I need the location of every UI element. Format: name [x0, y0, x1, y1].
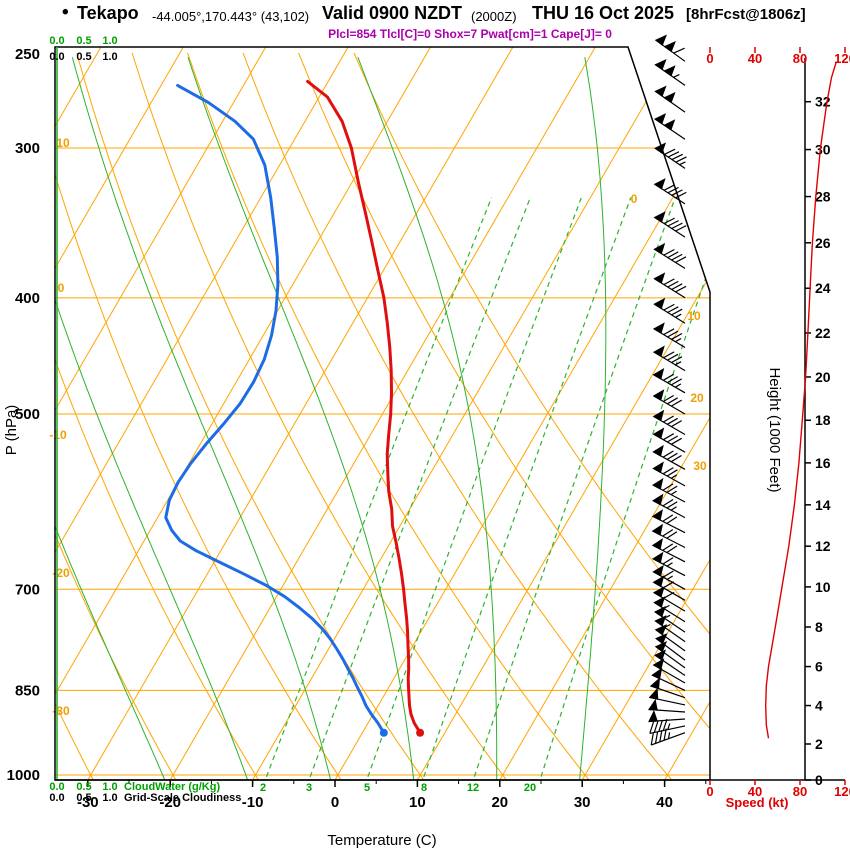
svg-text:0.0: 0.0: [49, 792, 64, 804]
svg-text:26: 26: [815, 235, 831, 251]
svg-text:24: 24: [815, 280, 831, 296]
svg-text:20: 20: [690, 391, 704, 405]
svg-text:-10: -10: [242, 794, 264, 811]
svg-text:80: 80: [793, 51, 807, 66]
svg-text:18: 18: [815, 412, 831, 428]
svg-text:120: 120: [834, 784, 850, 799]
svg-text:Height (1000 Feet): Height (1000 Feet): [766, 367, 783, 492]
svg-text:0: 0: [58, 281, 65, 295]
svg-text:10: 10: [409, 794, 426, 811]
svg-text:2: 2: [815, 736, 823, 752]
speed-axis: 0040408080120120Speed (kt): [706, 47, 850, 810]
svg-text:16: 16: [815, 455, 831, 471]
dewpoint-curve: [164, 83, 386, 735]
temperature-curve: [306, 79, 422, 735]
svg-text:400: 400: [15, 290, 40, 307]
svg-text:20: 20: [524, 782, 536, 794]
valid-date: THU 16 Oct 2025: [532, 3, 675, 23]
svg-text:P (hPa): P (hPa): [3, 405, 20, 456]
surface-dewpoint-dot: [379, 728, 388, 737]
svg-text:0: 0: [631, 192, 638, 206]
valid-time: Valid 0900 NZDT: [322, 3, 463, 23]
svg-text:40: 40: [748, 784, 762, 799]
station-coords: -44.005°,170.443° (43,102): [152, 9, 310, 24]
svg-text:10: 10: [56, 136, 70, 150]
svg-text:5: 5: [364, 782, 370, 794]
svg-text:1.0: 1.0: [102, 781, 117, 793]
svg-text:120: 120: [834, 51, 850, 66]
svg-text:0.5: 0.5: [76, 35, 91, 47]
station-bullet: •: [62, 2, 69, 23]
wind-barbs: [648, 34, 687, 746]
surface-temperature-dot: [416, 728, 425, 737]
svg-text:0: 0: [706, 784, 713, 799]
svg-text:12: 12: [467, 782, 479, 794]
plot-border: [54, 46, 711, 781]
svg-text:0.0: 0.0: [49, 35, 64, 47]
svg-text:20: 20: [815, 369, 831, 385]
pressure-axis: 250 300 400 500 700 850 1000 P (hPa): [3, 46, 40, 784]
svg-text:0.0: 0.0: [49, 51, 64, 63]
svg-text:12: 12: [815, 538, 831, 554]
svg-text:1.0: 1.0: [102, 35, 117, 47]
svg-text:22: 22: [815, 325, 831, 341]
svg-text:14: 14: [815, 497, 831, 513]
svg-text:0.0: 0.0: [49, 781, 64, 793]
svg-text:-30: -30: [77, 794, 99, 811]
svg-text:CloudWater (g/Kg): CloudWater (g/Kg): [124, 781, 220, 793]
svg-text:Temperature (C): Temperature (C): [327, 832, 436, 849]
svg-text:4: 4: [815, 698, 823, 714]
svg-text:30: 30: [574, 794, 591, 811]
svg-text:40: 40: [748, 51, 762, 66]
svg-text:Speed (kt): Speed (kt): [726, 795, 789, 810]
svg-text:10: 10: [815, 579, 831, 595]
svg-text:40: 40: [656, 794, 673, 811]
svg-text:8: 8: [815, 619, 823, 635]
svg-text:0: 0: [706, 51, 713, 66]
svg-text:300: 300: [15, 140, 40, 157]
svg-text:28: 28: [815, 189, 831, 205]
forecast-tag: [8hrFcst@1806z]: [686, 6, 806, 23]
svg-text:10: 10: [687, 309, 701, 323]
svg-text:0.5: 0.5: [76, 792, 91, 804]
svg-text:-20: -20: [159, 794, 181, 811]
svg-text:3: 3: [306, 782, 312, 794]
svg-text:250: 250: [15, 46, 40, 63]
svg-text:1.0: 1.0: [102, 792, 117, 804]
svg-text:1.0: 1.0: [102, 51, 117, 63]
svg-text:Grid-Scale Cloudiness: Grid-Scale Cloudiness: [124, 792, 241, 804]
valid-time-utc: (2000Z): [471, 9, 517, 24]
sounding-indices: Plcl=854 Tlcl[C]=0 Shox=7 Pwat[cm]=1 Cap…: [328, 27, 612, 41]
svg-text:500: 500: [15, 406, 40, 423]
svg-text:30: 30: [815, 142, 831, 158]
svg-text:1000: 1000: [7, 767, 40, 784]
svg-text:6: 6: [815, 659, 823, 675]
svg-text:700: 700: [15, 581, 40, 598]
svg-text:20: 20: [491, 794, 508, 811]
svg-text:0: 0: [815, 772, 823, 788]
cloud-scales: 0.00.00.00.00.50.50.50.51.01.01.01.0Clou…: [49, 35, 241, 804]
svg-text:8: 8: [421, 782, 427, 794]
svg-text:-10: -10: [49, 428, 67, 442]
svg-text:80: 80: [793, 784, 807, 799]
svg-text:0.5: 0.5: [76, 51, 91, 63]
station-name: Tekapo: [77, 3, 139, 23]
svg-text:30: 30: [693, 459, 707, 473]
svg-text:2: 2: [260, 782, 266, 794]
skewt-grid: [55, 47, 710, 780]
svg-text:850: 850: [15, 682, 40, 699]
svg-text:0.5: 0.5: [76, 781, 91, 793]
wind-speed-profile-curve: [764, 62, 837, 739]
svg-text:0: 0: [331, 794, 339, 811]
